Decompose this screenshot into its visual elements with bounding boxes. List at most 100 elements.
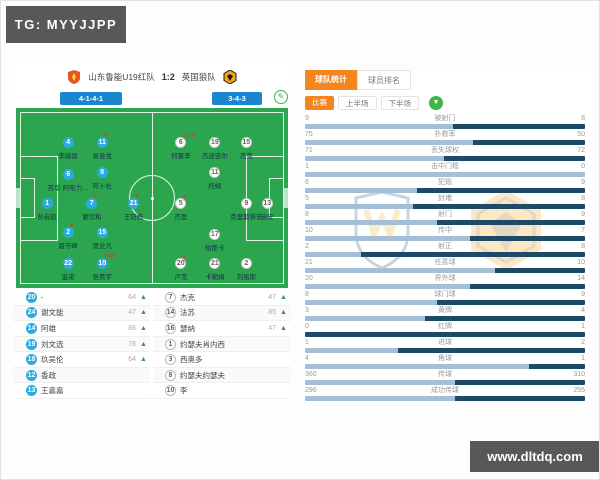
away-player-chip[interactable]: 21 卡勒姆 bbox=[193, 252, 237, 281]
tg-watermark-badge: TG: MYYJJPP bbox=[6, 6, 126, 43]
sub-player-number: 19 bbox=[26, 338, 37, 350]
stat-home-value: 8 bbox=[305, 291, 309, 298]
home-sub-row[interactable]: 13 王嘉嘉 bbox=[14, 383, 150, 400]
stat-comparison-bar bbox=[305, 300, 585, 305]
stat-row: 71 丢失球权 72 bbox=[305, 146, 585, 162]
home-player-chip[interactable]: 21 ▼ 王钰栋 bbox=[112, 192, 156, 221]
home-sub-row[interactable]: 19 刘文选 76 ▲ bbox=[14, 336, 150, 353]
away-player-chip[interactable]: 17 帕斯卡 bbox=[193, 223, 237, 252]
away-sub-row[interactable]: 3 西奥多 bbox=[153, 352, 290, 368]
stat-away-value: 310 bbox=[573, 371, 585, 378]
sub-player-number: 7 bbox=[165, 291, 176, 303]
home-player-chip[interactable]: 7 ▼ 谢饮和 bbox=[70, 192, 114, 221]
stat-comparison-bar bbox=[305, 348, 585, 353]
collapse-button[interactable]: ▼ bbox=[429, 96, 443, 110]
tab-player-ranking[interactable]: 球员排名 bbox=[357, 70, 411, 90]
stat-home-value: 2 bbox=[305, 243, 309, 250]
substitution-marker-icon: ▼ bbox=[102, 132, 109, 139]
sub-player-name: 西奥多 bbox=[180, 355, 203, 365]
sub-player-name: - bbox=[41, 292, 44, 302]
player-number: 6 bbox=[62, 169, 74, 181]
player-number: 1 bbox=[41, 198, 53, 209]
stat-bar-home-segment bbox=[305, 124, 454, 129]
away-sub-row[interactable]: 10 李 bbox=[153, 383, 290, 400]
stat-home-value: 75 bbox=[305, 131, 313, 138]
filter-full-match[interactable]: 比赛 bbox=[305, 96, 334, 110]
away-player-chip[interactable]: 19 杰迪亚尔 bbox=[193, 131, 237, 160]
filter-first-half[interactable]: 上半场 bbox=[338, 96, 377, 110]
home-player-chip[interactable]: 1 孙启航 bbox=[25, 192, 69, 221]
home-player-chip[interactable]: 8 阿卜杜 bbox=[80, 161, 124, 190]
team-stats-list: 9 被射门 8 75 扑救率 50 71 丢失球权 72 1 击中门框 0 6 犯规 9 5 封堵 8 8 射门 9 10… bbox=[305, 114, 585, 402]
player-name: 刘易斯 bbox=[236, 273, 257, 281]
stat-away-value: 2 bbox=[581, 339, 585, 346]
stat-row: 3 黄牌 4 bbox=[305, 306, 585, 322]
home-sub-row[interactable]: 20- 64 ▲ bbox=[14, 290, 150, 306]
stat-line: 8 球门球 9 bbox=[305, 290, 585, 299]
filter-second-half[interactable]: 下半场 bbox=[380, 96, 419, 110]
sub-on-minute: 64 bbox=[128, 356, 136, 364]
sub-on-minute: 47 bbox=[268, 324, 276, 332]
away-player-chip[interactable]: 2 刘易斯 bbox=[224, 252, 268, 281]
home-player-chip[interactable]: 10 ▼45' 张昊宇 bbox=[80, 252, 124, 281]
stat-row: 0 红牌 1 bbox=[305, 322, 585, 338]
away-player-chip[interactable]: 11 托姆 bbox=[193, 161, 237, 190]
home-player-chip[interactable]: 11 ▼ 易县龙 bbox=[80, 131, 124, 160]
away-sub-row[interactable]: 16 瑟纳 47 ▲ bbox=[153, 321, 290, 337]
match-header: 山东鲁能U19红队 1:2 英国狼队 bbox=[14, 68, 290, 86]
stat-line: 296 成功传球 255 bbox=[305, 386, 585, 395]
away-team-logo-icon bbox=[223, 69, 237, 85]
away-sub-row[interactable]: 14 法苏 85 ▲ bbox=[153, 305, 290, 322]
away-player-chip[interactable]: 6 ▼77' 何塞李 bbox=[159, 131, 203, 160]
sub-on-arrow-icon: ▲ bbox=[140, 324, 147, 332]
away-player-chip[interactable]: 5 ▼ 杰登 bbox=[159, 192, 203, 221]
home-sub-row[interactable]: 14 阿雄 86 ▲ bbox=[14, 321, 150, 337]
edit-lineup-button[interactable]: ✎ bbox=[274, 90, 288, 104]
player-number: 17 bbox=[209, 228, 221, 240]
stat-comparison-bar bbox=[305, 188, 585, 193]
home-sub-row[interactable]: 24 谢文能 47 ▲ bbox=[14, 305, 150, 322]
home-substitutes-list: 20- 64 ▲ 24 谢文能 47 ▲ 14 阿雄 86 ▲ 19 刘文选 76 ▲ 18 玖吴伦 64 ▲ 12 香… bbox=[14, 290, 150, 400]
sub-player-number: 8 bbox=[165, 369, 176, 381]
away-sub-row[interactable]: 8 约瑟夫约瑟夫 bbox=[153, 367, 290, 384]
stat-comparison-bar bbox=[305, 172, 585, 177]
away-sub-row[interactable]: 7 杰克 47 ▲ bbox=[153, 290, 290, 306]
away-player-chip[interactable]: 20 ▼ 卢克 bbox=[159, 252, 203, 281]
player-number: 20 ▼ bbox=[175, 254, 188, 269]
stat-home-value: 20 bbox=[305, 275, 313, 282]
stat-line: 3 黄牌 4 bbox=[305, 306, 585, 315]
stat-label: 传中 bbox=[438, 227, 452, 234]
player-number: 9 bbox=[240, 198, 252, 209]
stat-row: 8 射门 9 bbox=[305, 210, 585, 226]
stat-away-value: 4 bbox=[581, 307, 585, 314]
site-url-badge: www.dltdq.com bbox=[470, 441, 600, 472]
stat-label: 射门 bbox=[438, 211, 452, 218]
home-player-chip[interactable]: 6 苏华·阿布力… bbox=[46, 163, 90, 192]
stat-line: 2 射正 8 bbox=[305, 242, 585, 251]
home-player-chip[interactable]: 4 李端恩 bbox=[46, 131, 90, 160]
stat-row: 9 被射门 8 bbox=[305, 114, 585, 130]
player-number: 7 ▼ bbox=[86, 194, 98, 209]
tab-team-stats[interactable]: 球队统计 bbox=[305, 70, 357, 90]
home-sub-row[interactable]: 12 香政 bbox=[14, 367, 150, 384]
stat-home-value: 1 bbox=[305, 163, 309, 170]
stat-bar-home-segment bbox=[305, 156, 445, 161]
stat-bar-away-segment bbox=[455, 380, 585, 385]
home-player-chip[interactable]: 15 贾业凡 bbox=[80, 221, 124, 250]
home-player-chip[interactable]: 2 ▼ 聂守峰 bbox=[46, 221, 90, 250]
away-player-chip[interactable]: 15 杰克 bbox=[224, 131, 268, 160]
stat-comparison-bar bbox=[305, 284, 585, 289]
away-player-chip[interactable]: 9 克里斯蒂安 bbox=[224, 192, 268, 221]
player-number: 19 bbox=[209, 136, 221, 148]
home-sub-row[interactable]: 18 玖吴伦 64 ▲ bbox=[14, 352, 150, 368]
stat-bar-away-segment bbox=[412, 204, 585, 209]
player-name: 张昊宇 bbox=[92, 273, 112, 281]
stat-bar-away-segment bbox=[436, 300, 585, 305]
stat-line: 1 进球 2 bbox=[305, 338, 585, 347]
home-player-chip[interactable]: 22 金诺 bbox=[46, 252, 90, 281]
away-sub-row[interactable]: 1 约瑟夫肖内西 bbox=[153, 336, 290, 353]
stat-line: 6 犯规 9 bbox=[305, 178, 585, 187]
stat-comparison-bar bbox=[305, 316, 585, 321]
player-number: 11 bbox=[209, 167, 221, 179]
away-player-chip[interactable]: 13 迪安 bbox=[245, 192, 289, 221]
